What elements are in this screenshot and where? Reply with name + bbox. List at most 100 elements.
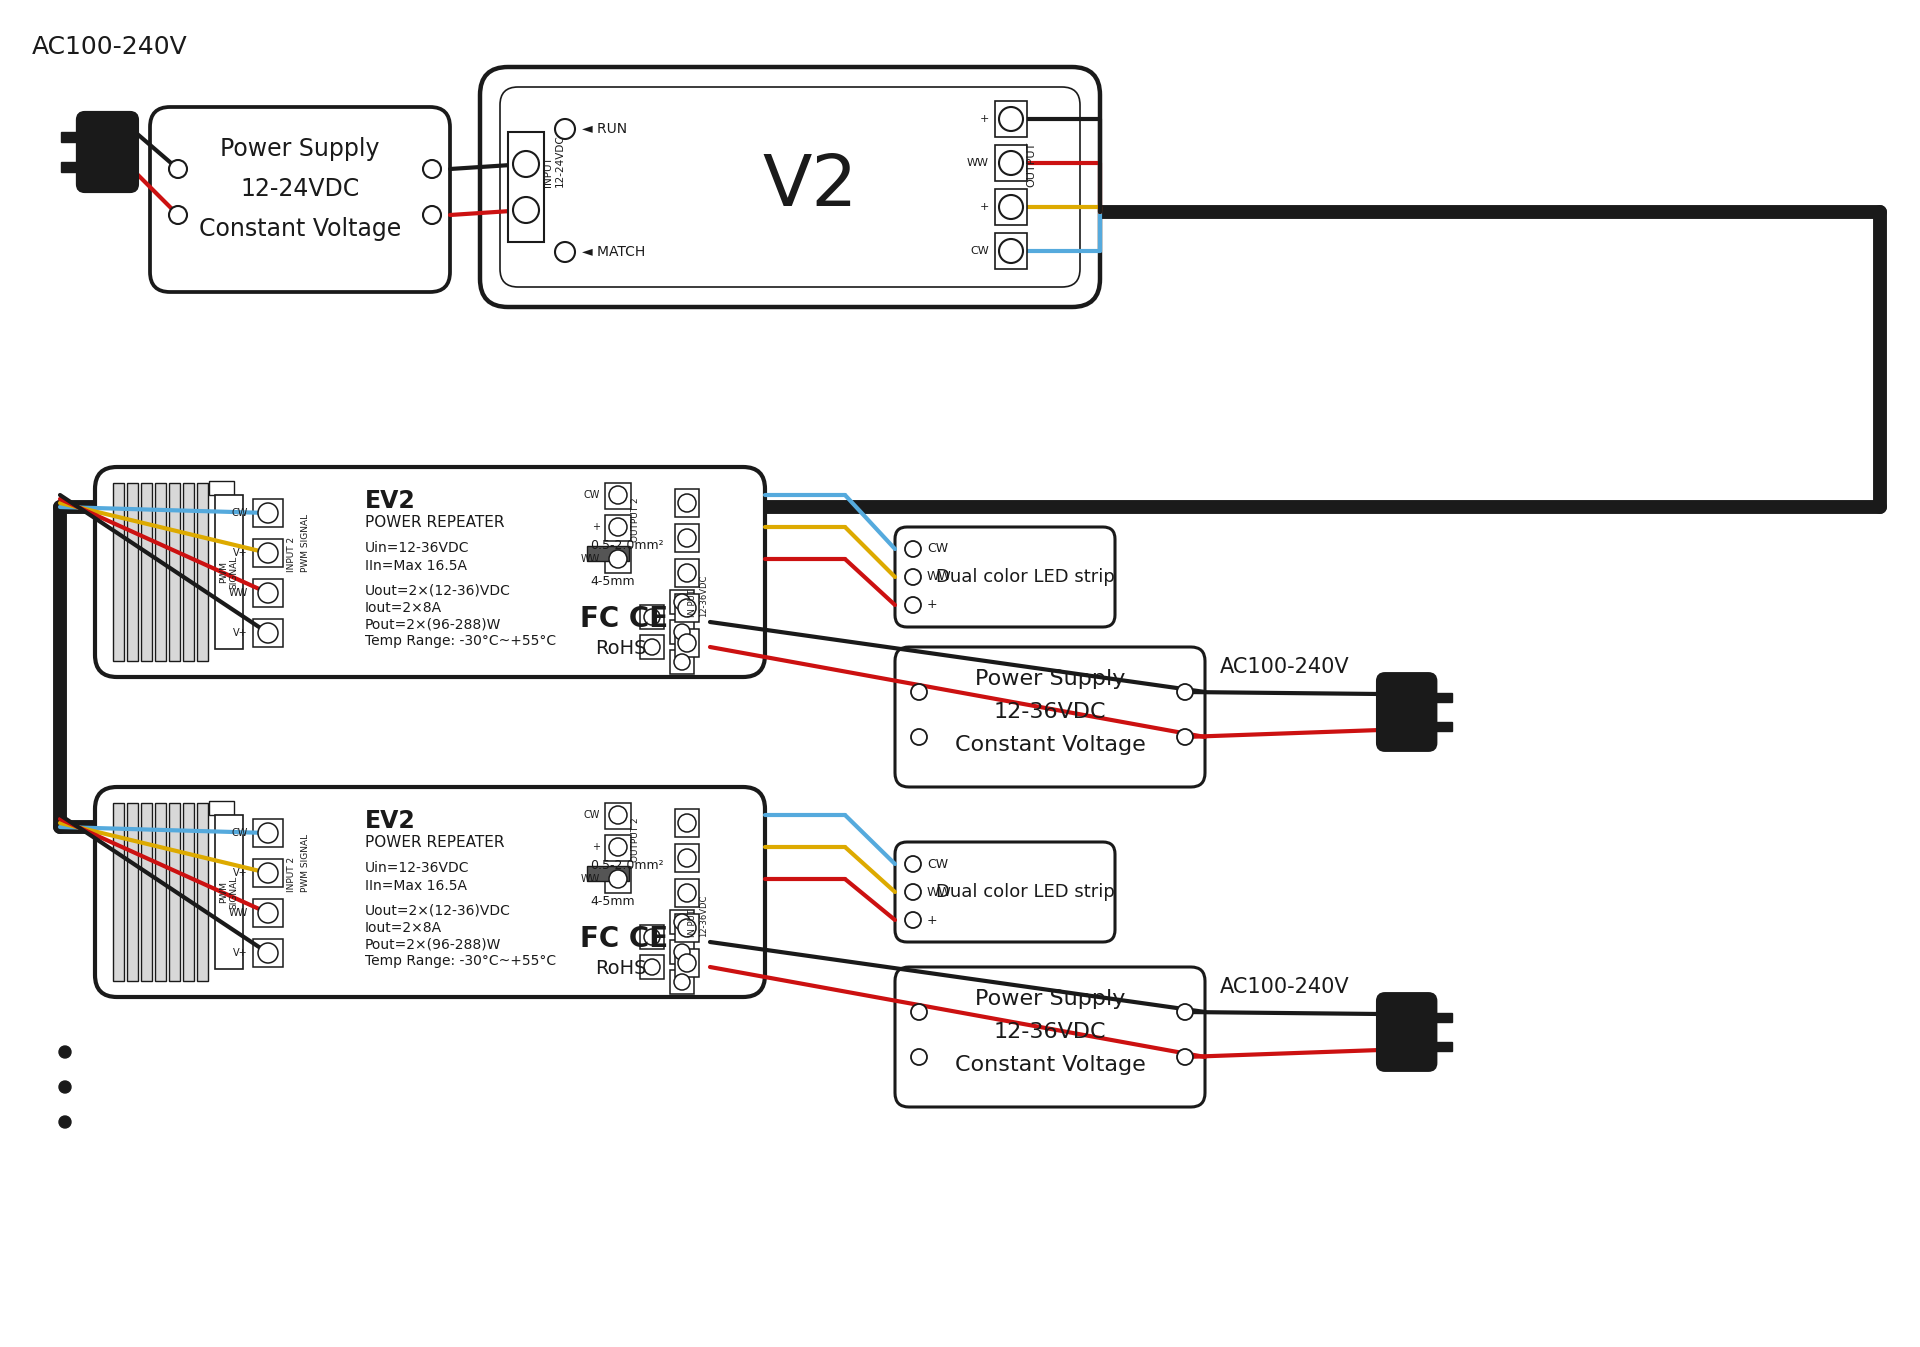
Circle shape [904,884,922,900]
Circle shape [674,655,689,669]
Circle shape [998,106,1023,131]
Text: Uout=2×(12-36)VDC: Uout=2×(12-36)VDC [365,585,511,598]
Bar [113,803,125,981]
Text: WW: WW [228,908,248,919]
Bar [676,880,699,907]
Circle shape [998,151,1023,175]
Bar [215,494,244,649]
Bar [670,970,693,994]
Circle shape [674,944,689,960]
Text: WW: WW [968,158,989,168]
Text: +: + [927,598,937,612]
Bar [995,145,1027,180]
Bar [509,132,543,242]
Bar [253,498,282,527]
Bar [670,590,693,614]
Text: OUTPUT: OUTPUT [1025,141,1037,187]
Circle shape [678,849,695,867]
Circle shape [678,814,695,832]
Circle shape [1177,684,1192,700]
Circle shape [422,160,442,178]
Bar [1434,1013,1452,1022]
Text: WW: WW [927,885,952,898]
FancyBboxPatch shape [150,106,449,292]
Text: 12-36VDC: 12-36VDC [995,1022,1106,1043]
FancyBboxPatch shape [895,967,1206,1107]
Text: V+: V+ [234,867,248,878]
Text: V+: V+ [234,548,248,558]
Text: 12-24VDC: 12-24VDC [240,176,359,201]
Bar [676,845,699,872]
Bar [639,955,664,979]
Text: FC CE: FC CE [580,605,668,633]
Text: AC100-240V: AC100-240V [1219,657,1350,678]
Text: ◄ MATCH: ◄ MATCH [582,245,645,259]
Text: +: + [979,202,989,211]
Circle shape [643,638,660,655]
Bar [198,803,207,981]
Text: CW: CW [232,828,248,838]
Text: Pout=2×(96-288)W: Pout=2×(96-288)W [365,938,501,951]
Circle shape [998,238,1023,263]
Bar [605,835,632,861]
Text: ◄ RUN: ◄ RUN [582,123,628,136]
Circle shape [910,1049,927,1065]
Text: CW: CW [232,508,248,519]
Text: RoHS: RoHS [595,959,647,978]
Circle shape [910,1004,927,1020]
Bar [605,547,632,572]
Circle shape [555,242,574,263]
Circle shape [555,119,574,139]
Bar [1434,722,1452,731]
Circle shape [674,974,689,990]
Text: EV2: EV2 [365,489,417,513]
Bar [209,801,234,815]
Bar [156,484,165,661]
Text: WW: WW [580,874,599,884]
Circle shape [1177,1004,1192,1020]
Text: Iout=2×8A: Iout=2×8A [365,601,442,616]
Circle shape [257,902,278,923]
Text: POWER REPEATER: POWER REPEATER [365,835,505,850]
Bar [253,939,282,967]
Circle shape [643,929,660,946]
Circle shape [257,863,278,884]
Bar [182,484,194,661]
Bar [198,484,207,661]
Text: PWM SIGNAL: PWM SIGNAL [301,513,309,572]
Text: Pout=2×(96-288)W: Pout=2×(96-288)W [365,617,501,630]
Circle shape [257,543,278,563]
Text: OUTPUT 2: OUTPUT 2 [630,818,639,862]
Text: EV2: EV2 [365,810,417,832]
Circle shape [609,870,628,888]
Bar [995,189,1027,225]
Circle shape [678,884,695,902]
Text: WW: WW [228,589,248,598]
Text: CW: CW [927,858,948,870]
Bar [169,803,180,981]
Bar [676,524,699,552]
Circle shape [904,912,922,928]
Circle shape [60,1117,71,1127]
Text: IIn=Max 16.5A: IIn=Max 16.5A [365,559,467,572]
Text: CW: CW [927,543,948,555]
Bar [61,132,81,141]
Text: PWM SIGNAL: PWM SIGNAL [301,834,309,892]
Text: 4-5mm: 4-5mm [589,575,636,589]
Bar [127,803,138,981]
Circle shape [643,959,660,975]
FancyBboxPatch shape [895,527,1116,626]
Text: INPUT
12-24VDC: INPUT 12-24VDC [543,135,564,187]
Bar [588,546,630,560]
Bar [676,559,699,587]
Text: Dual color LED strip: Dual color LED strip [935,568,1114,586]
Bar [156,803,165,981]
Text: +: + [927,913,937,927]
Text: IIn=Max 16.5A: IIn=Max 16.5A [365,880,467,893]
Text: OUTPUT 2: OUTPUT 2 [630,497,639,541]
Bar [676,915,699,942]
Bar [676,594,699,622]
Bar [209,481,234,494]
FancyBboxPatch shape [895,842,1116,942]
Bar [113,484,125,661]
